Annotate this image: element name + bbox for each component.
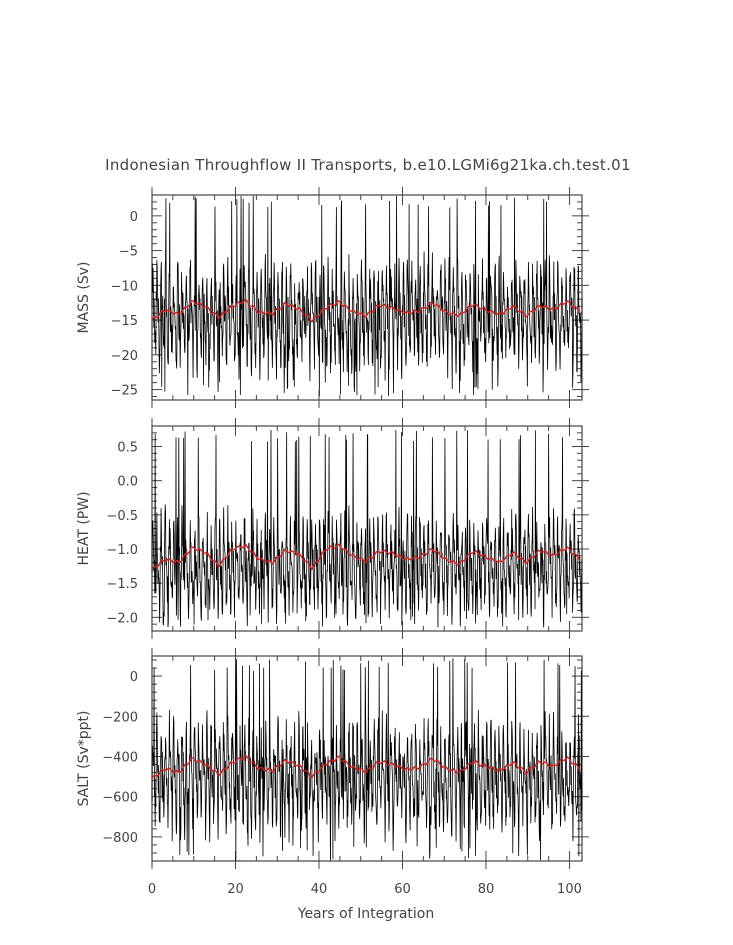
salt-annual-mean-series bbox=[151, 753, 581, 779]
x-tick-label: 0 bbox=[148, 882, 156, 897]
x-axis-ticks: 0 20 40 60 80 100 bbox=[148, 882, 582, 897]
heat-y-tick-label: 0.5 bbox=[117, 441, 138, 456]
mass-y-tick-label: 0 bbox=[130, 210, 138, 225]
x-tick-label: 60 bbox=[394, 882, 411, 897]
x-tick-label: 100 bbox=[557, 882, 582, 897]
chart-title: Indonesian Throughflow II Transports, b.… bbox=[105, 156, 631, 174]
mass-y-tick-label: −15 bbox=[111, 314, 138, 329]
salt-panel: 0 −200 −400 −600 −800 SALT (Sv*ppt) bbox=[76, 648, 589, 869]
mass-y-tick-label: −10 bbox=[111, 279, 138, 294]
mass-annual-mean-series bbox=[151, 297, 581, 324]
mass-y-axis-label: MASS (Sv) bbox=[76, 262, 92, 334]
heat-y-tick-label: −2.0 bbox=[106, 611, 138, 626]
salt-y-axis-label: SALT (Sv*ppt) bbox=[76, 711, 92, 807]
mass-monthly-series bbox=[151, 195, 583, 397]
heat-monthly-series bbox=[151, 429, 583, 628]
heat-panel: 0.5 0.0 −0.5 −1.0 −1.5 −2.0 HEAT (PW) bbox=[76, 418, 589, 639]
heat-y-tick-label: 0.0 bbox=[117, 475, 138, 490]
heat-annual-mean-series bbox=[151, 542, 581, 571]
mass-y-tick-label: −20 bbox=[111, 349, 138, 364]
salt-y-tick-label: −400 bbox=[102, 750, 138, 765]
salt-y-tick-label: 0 bbox=[130, 670, 138, 685]
x-tick-label: 40 bbox=[311, 882, 328, 897]
mass-panel: 0 −5 −10 −15 −20 −25 MASS (Sv) bbox=[76, 187, 589, 408]
mass-y-tick-label: −25 bbox=[111, 384, 138, 399]
heat-y-axis-label: HEAT (PW) bbox=[76, 491, 92, 565]
salt-y-tick-label: −600 bbox=[102, 791, 138, 806]
salt-y-tick-label: −800 bbox=[102, 831, 138, 846]
x-axis-label: Years of Integration bbox=[297, 906, 434, 922]
mass-y-tick-label: −5 bbox=[119, 245, 138, 260]
salt-monthly-series bbox=[151, 658, 583, 861]
heat-y-tick-label: −1.0 bbox=[106, 543, 138, 558]
salt-y-tick-label: −200 bbox=[102, 710, 138, 725]
heat-y-tick-label: −1.5 bbox=[106, 577, 138, 592]
x-tick-label: 20 bbox=[227, 882, 244, 897]
heat-y-tick-label: −0.5 bbox=[106, 509, 138, 524]
x-tick-label: 80 bbox=[478, 882, 495, 897]
